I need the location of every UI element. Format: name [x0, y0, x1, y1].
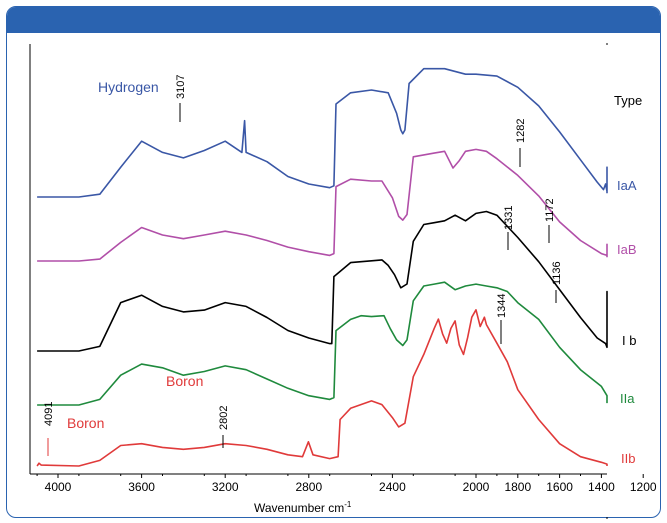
x-tick-label: 1800: [504, 480, 531, 494]
peak-annotation: 1136: [551, 261, 563, 285]
legend-title: Type: [614, 93, 642, 108]
defect-annotation: Hydrogen: [98, 79, 159, 95]
x-tick-label: 2400: [379, 480, 406, 494]
label-layer: Type Wavenumber cm-1: [254, 93, 642, 515]
x-axis-label: Wavenumber cm-1: [254, 500, 352, 515]
peak-annotation: 4091: [43, 402, 55, 426]
series-line-iaa: [37, 67, 608, 198]
axes: 4000 3600 3200 2800 2400 2000 1800 1600 1400 1200…: [29, 43, 657, 519]
series-line-ib: [37, 210, 608, 352]
figure-frame: [6, 6, 661, 518]
header-bar: [7, 7, 660, 33]
series-label-ib: I b: [622, 333, 636, 348]
peak-annotation: 2802: [218, 406, 230, 430]
peak-annotation: 1331: [503, 206, 515, 230]
series-label-iib: IIb: [621, 451, 635, 466]
series-line-iab: [37, 148, 608, 262]
series-layer: IaA IaB I b IIa IIb: [36, 67, 637, 467]
x-tick-label: 2000: [463, 480, 490, 494]
series-line-iia: [37, 281, 608, 406]
x-tick-label: 2800: [295, 480, 322, 494]
x-tick-label: 1200: [630, 480, 657, 494]
defect-annotation: Boron: [67, 415, 104, 431]
peak-annotation: 1282: [515, 119, 527, 143]
x-tick-label: 3600: [128, 480, 155, 494]
series-label-iaa: IaA: [617, 178, 637, 193]
x-tick-label: 4000: [45, 480, 72, 494]
peak-annotation: 1172: [544, 198, 556, 222]
peak-annotation: 1344: [496, 294, 508, 318]
peak-annotation: 3107: [175, 75, 187, 99]
x-tick-label: 3200: [212, 480, 239, 494]
series-label-iab: IaB: [617, 242, 637, 257]
annotation-layer: Hydrogen 3107 1282 1331 1172 1344 1136 Boron 280…: [43, 75, 563, 456]
defect-annotation: Boron: [166, 373, 203, 389]
series-line-iib: [36, 309, 608, 467]
x-tick-label: 1600: [546, 480, 573, 494]
x-tick-label: 1400: [588, 480, 615, 494]
series-label-iia: IIa: [620, 391, 635, 406]
